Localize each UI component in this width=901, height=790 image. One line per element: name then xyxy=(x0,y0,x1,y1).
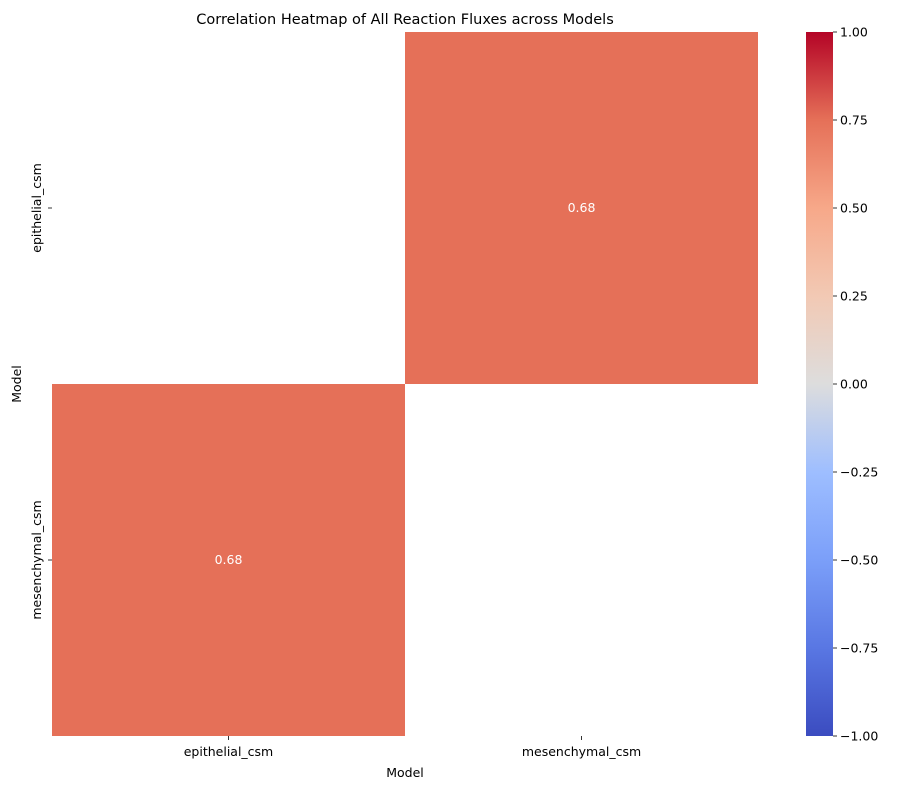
y-axis: epithelial_csm mesenchymal_csm xyxy=(29,163,52,620)
colorbar: 1.00 0.75 0.50 0.25 0.00 −0.25 −0.50 −0.75 −1.00 xyxy=(806,25,878,744)
chart-title: Correlation Heatmap of All Reaction Flux… xyxy=(196,12,614,28)
colorbar-tick-label: −0.50 xyxy=(840,553,878,568)
colorbar-tick-label: −1.00 xyxy=(840,729,878,744)
x-tick-label: epithelial_csm xyxy=(184,744,274,759)
cell-annotation: 0.68 xyxy=(568,200,596,215)
colorbar-tick-label: −0.25 xyxy=(840,465,878,480)
colorbar-tick-label: 0.75 xyxy=(840,113,868,128)
colorbar-tick-label: −0.75 xyxy=(840,641,878,656)
colorbar-gradient xyxy=(806,32,833,736)
heatmap-cell xyxy=(405,32,758,384)
colorbar-ticks: 1.00 0.75 0.50 0.25 0.00 −0.25 −0.50 −0.75 −1.00 xyxy=(833,25,878,744)
y-tick-label: mesenchymal_csm xyxy=(29,500,44,619)
x-tick-label: mesenchymal_csm xyxy=(522,744,641,759)
x-axis: epithelial_csm mesenchymal_csm xyxy=(184,736,641,759)
colorbar-tick-label: 0.00 xyxy=(840,377,868,392)
heatmap-cells: 0.68 0.68 xyxy=(52,32,758,736)
y-axis-label: Model xyxy=(9,365,24,403)
colorbar-tick-label: 0.25 xyxy=(840,289,868,304)
x-axis-label: Model xyxy=(386,765,424,780)
heatmap-cell xyxy=(52,384,405,736)
colorbar-tick-label: 1.00 xyxy=(840,25,868,40)
colorbar-tick-label: 0.50 xyxy=(840,201,868,216)
cell-annotation: 0.68 xyxy=(215,552,243,567)
y-tick-label: epithelial_csm xyxy=(29,163,44,253)
